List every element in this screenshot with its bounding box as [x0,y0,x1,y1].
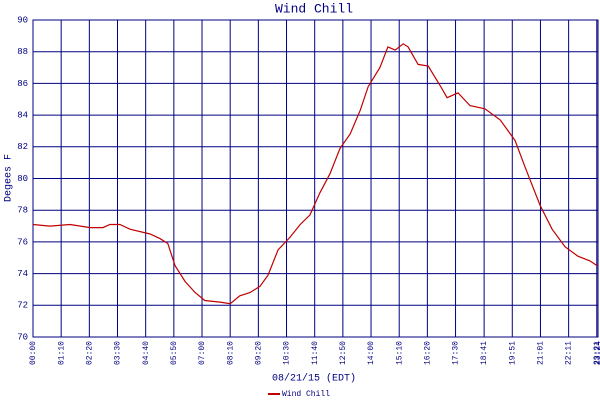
y-tick-label: 80 [17,174,28,184]
x-tick-label: 08:10 [226,341,235,365]
x-tick-label: 14:00 [367,341,376,365]
x-tick-label: 05:50 [170,341,179,365]
x-tick-label: 02:20 [85,341,94,365]
y-tick-label: 82 [17,142,28,152]
x-tick-label: 22:11 [565,341,574,365]
y-tick-label: 84 [17,110,28,120]
x-tick-label: 15:10 [395,341,404,365]
y-tick-label: 76 [17,237,28,247]
y-tick-label: 72 [17,301,28,311]
x-tick-label: 10:30 [283,341,292,365]
x-tick-label: 17:30 [452,341,461,365]
chart-title: Wind Chill [275,1,353,16]
x-tick-label: 11:40 [311,341,320,365]
x-tick-label: 01:10 [57,341,66,365]
x-tick-label: 23:24 [594,341,600,365]
x-tick-label: 19:51 [508,341,517,365]
x-tick-label: 23:21 [593,341,600,365]
y-tick-label: 86 [17,79,28,89]
x-tick-label: 18:41 [480,341,489,365]
x-tick-label: 03:30 [114,341,123,365]
data-line [32,43,598,305]
y-axis-label: Degees F [4,154,15,202]
x-tick-label: 21:01 [537,341,546,365]
legend-label: Wind Chill [282,390,330,399]
y-tick-label: 90 [17,15,28,25]
x-tick-label: 00:00 [29,341,38,365]
y-tick-label: 70 [17,332,28,342]
y-tick-label: 78 [17,206,28,216]
x-tick-label: 09:20 [254,341,263,365]
x-axis-label: 08/21/15 (EDT) [272,373,356,385]
x-tick-label: 12:50 [339,341,348,365]
x-tick-label: 07:00 [198,341,207,365]
y-tick-label: 74 [17,269,28,279]
x-tick-label: 16:20 [423,341,432,365]
y-tick-label: 88 [17,47,28,57]
x-tick-label: 04:40 [142,341,151,365]
